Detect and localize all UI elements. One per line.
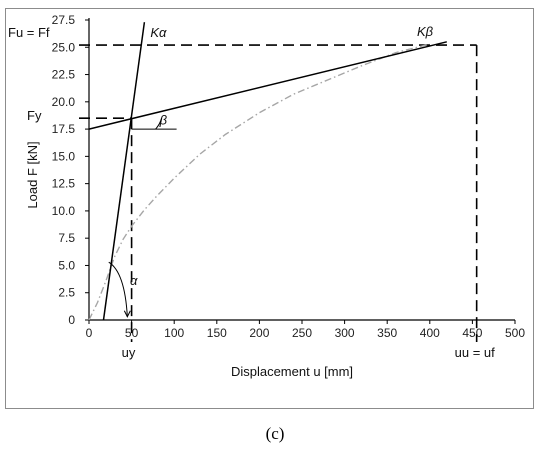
series <box>88 22 447 321</box>
alpha-angle-arc <box>108 261 128 317</box>
annotations: Fu = Ff Fy Kα Kβ β α uy uu = uf <box>8 24 495 360</box>
y-tick-label: 5.0 <box>58 258 75 272</box>
x-tick-label: 500 <box>505 326 525 340</box>
load-displacement-curve <box>88 43 430 321</box>
x-axis-title: Displacement u [mm] <box>231 364 353 379</box>
x-tick-label: 100 <box>164 326 184 340</box>
fy-label: Fy <box>27 108 42 123</box>
k-alpha-line <box>102 22 146 321</box>
reference-lines <box>79 44 478 342</box>
fu-ff-label: Fu = Ff <box>8 25 50 40</box>
x-tick-label: 350 <box>377 326 397 340</box>
x-tick-label: 450 <box>462 326 482 340</box>
y-tick-label: 12.5 <box>52 177 76 191</box>
y-tick-label: 15.0 <box>52 149 76 163</box>
x-tick-label: 0 <box>86 326 93 340</box>
y-tick-label: 2.5 <box>58 286 75 300</box>
alpha-label: α <box>130 273 138 288</box>
y-tick-label: 10.0 <box>52 204 76 218</box>
x-tick-label: 150 <box>207 326 227 340</box>
beta-angle-arc <box>155 118 163 130</box>
y-tick-label: 22.5 <box>52 68 76 82</box>
uy-label: uy <box>122 345 136 360</box>
panel-label: (c) <box>265 424 285 443</box>
k-beta-label: Kβ <box>417 24 434 39</box>
chart-frame <box>5 8 534 409</box>
beta-label: β <box>159 113 168 128</box>
x-tick-label: 400 <box>420 326 440 340</box>
y-axis-title: Load F [kN] <box>25 141 40 208</box>
k-beta-line <box>88 41 447 130</box>
x-tick-label: 300 <box>335 326 355 340</box>
k-alpha-label: Kα <box>150 25 167 40</box>
alpha-arrow-head <box>123 310 131 318</box>
uu-uf-label: uu = uf <box>455 345 496 360</box>
y-tick-label: 20.0 <box>52 95 76 109</box>
y-tick-label: 25.0 <box>52 40 76 54</box>
y-tick-label: 0 <box>68 313 75 327</box>
chart-canvas: 0 50 100 150 200 250 300 350 400 450 50002.55.07.5… <box>8 13 526 379</box>
y-tick-label: 17.5 <box>52 122 76 136</box>
axes: 0 50 100 150 200 250 300 350 400 450 50002.55.07.5… <box>52 13 526 340</box>
x-tick-label: 250 <box>292 326 312 340</box>
y-tick-label: 27.5 <box>52 13 76 27</box>
y-tick-label: 7.5 <box>58 231 75 245</box>
x-tick-label: 200 <box>249 326 269 340</box>
